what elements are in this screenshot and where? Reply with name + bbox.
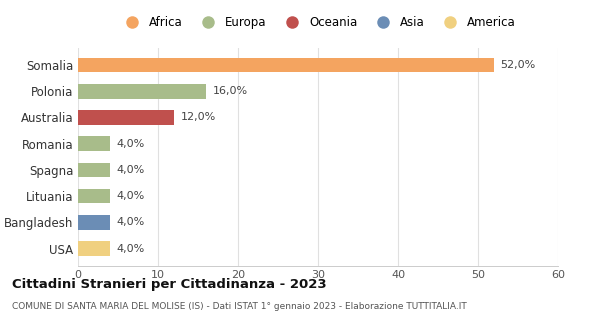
Text: 12,0%: 12,0% <box>181 113 215 123</box>
Bar <box>78 215 110 229</box>
Text: 4,0%: 4,0% <box>116 244 145 253</box>
Text: 4,0%: 4,0% <box>116 165 145 175</box>
Legend: Africa, Europa, Oceania, Asia, America: Africa, Europa, Oceania, Asia, America <box>116 11 520 33</box>
Text: 16,0%: 16,0% <box>212 86 248 96</box>
Bar <box>78 84 206 99</box>
Text: 4,0%: 4,0% <box>116 191 145 201</box>
Bar <box>78 241 110 256</box>
Text: COMUNE DI SANTA MARIA DEL MOLISE (IS) - Dati ISTAT 1° gennaio 2023 - Elaborazion: COMUNE DI SANTA MARIA DEL MOLISE (IS) - … <box>12 302 467 311</box>
Text: 52,0%: 52,0% <box>500 60 536 70</box>
Text: 4,0%: 4,0% <box>116 139 145 149</box>
Text: 4,0%: 4,0% <box>116 217 145 227</box>
Bar <box>78 58 494 72</box>
Text: Cittadini Stranieri per Cittadinanza - 2023: Cittadini Stranieri per Cittadinanza - 2… <box>12 278 326 292</box>
Bar <box>78 163 110 177</box>
Bar <box>78 137 110 151</box>
Bar <box>78 189 110 203</box>
Bar <box>78 110 174 125</box>
